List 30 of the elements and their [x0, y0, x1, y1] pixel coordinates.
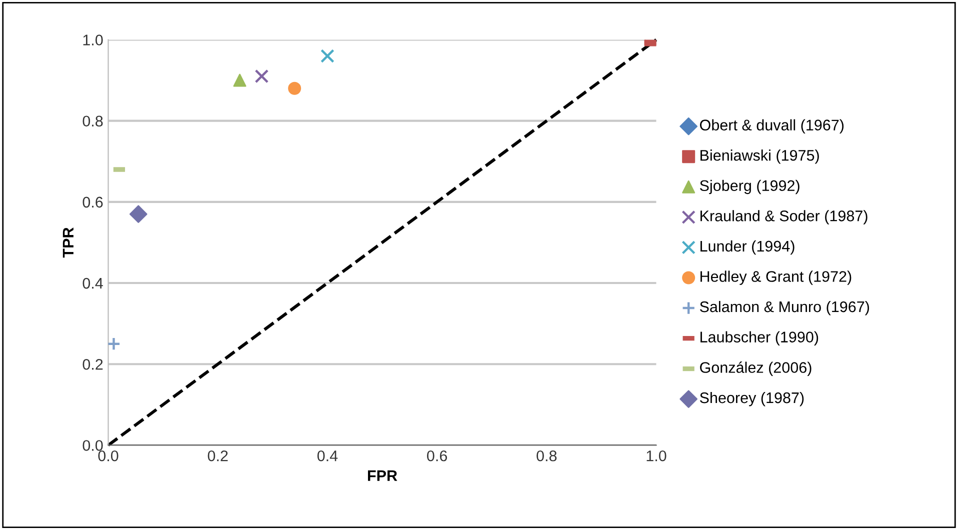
legend-label: Krauland & Soder (1987)	[700, 210, 868, 224]
y-tick-label: 0.0	[82, 440, 103, 451]
y-tick-label: 0.2	[82, 358, 103, 370]
legend-label: Laubscher (1990)	[700, 331, 818, 346]
x-tick-label: 0.6	[427, 450, 447, 462]
legend-label: Obert & duvall (1967)	[700, 119, 844, 134]
point	[108, 336, 121, 351]
point	[320, 49, 334, 63]
legend-label: Sheorey (1987)	[700, 392, 804, 406]
point	[233, 74, 246, 87]
point	[254, 69, 269, 84]
legend-label: Bieniawski (1975)	[700, 150, 819, 164]
x-tick-label: 0.8	[536, 450, 557, 462]
x-axis-title: FPR	[368, 470, 398, 481]
y-axis-title: TPR	[62, 228, 74, 258]
x-tick-label: 0.0	[98, 450, 118, 462]
x-tick-label: 1.0	[646, 450, 666, 462]
y-tick-label: 1.0	[83, 34, 103, 46]
y-tick-label: 0.6	[82, 196, 103, 208]
legend-label: Sjoberg (1992)	[700, 180, 800, 194]
legend-label: Lunder (1994)	[700, 240, 794, 255]
x-tick-label: 0.4	[317, 450, 338, 462]
legend-label: Hedley & Grant (1972)	[700, 270, 852, 285]
y-tick-label: 0.4	[82, 278, 103, 289]
legend-label: Salamon & Munro (1967)	[700, 300, 870, 316]
point	[129, 205, 148, 224]
point	[288, 82, 302, 95]
y-tick-label: 0.8	[82, 116, 103, 127]
x-tick-label: 0.2	[208, 450, 228, 462]
legend-label: González (2006)	[700, 362, 812, 376]
